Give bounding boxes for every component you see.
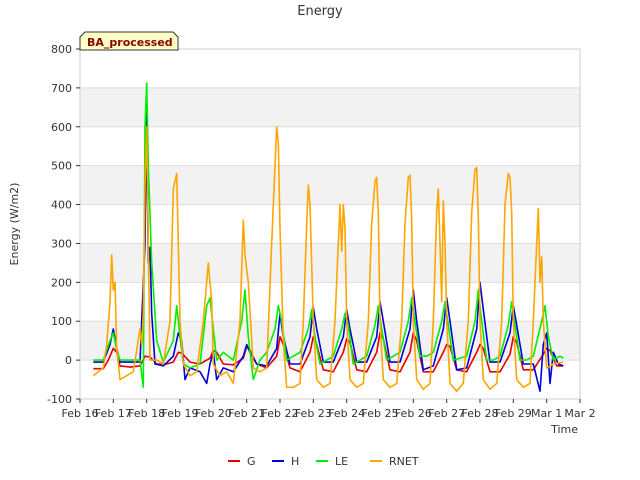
badge: BA_processed bbox=[79, 31, 179, 51]
plot-band bbox=[80, 49, 580, 88]
plot-band bbox=[80, 321, 580, 361]
plot-background bbox=[80, 49, 580, 399]
x-tick-label: Feb 20 bbox=[195, 407, 232, 420]
plot-band bbox=[80, 165, 580, 205]
plot-band bbox=[80, 282, 580, 322]
x-tick-label: Feb 28 bbox=[462, 407, 499, 420]
y-tick-label: 600 bbox=[51, 121, 72, 134]
y-tick-label: 300 bbox=[51, 237, 72, 250]
y-tick-label: 800 bbox=[51, 43, 72, 56]
x-tick-label: Feb 27 bbox=[428, 407, 465, 420]
y-tick-label: 400 bbox=[51, 199, 72, 212]
x-tick-label: Feb 18 bbox=[128, 407, 165, 420]
y-tick-label: 100 bbox=[51, 315, 72, 328]
x-tick-label: Feb 26 bbox=[395, 407, 432, 420]
y-axis-ticks: -100 0 100 200 300 400 500 600 700 800 bbox=[47, 43, 80, 406]
x-tick-label: Feb 23 bbox=[295, 407, 332, 420]
legend: G H LE RNET bbox=[228, 455, 419, 468]
x-tick-label: Feb 16 bbox=[62, 407, 99, 420]
plot-band bbox=[80, 204, 580, 244]
y-tick-label: 0 bbox=[65, 354, 72, 367]
series-line-g bbox=[93, 332, 564, 373]
series-line-rnet bbox=[92, 126, 564, 392]
series-line-le bbox=[93, 82, 564, 389]
y-tick-label: 500 bbox=[51, 160, 72, 173]
x-axis-title: Time bbox=[550, 423, 578, 436]
legend-label-le: LE bbox=[335, 455, 348, 468]
x-tick-label: Feb 24 bbox=[328, 407, 365, 420]
badge-shape bbox=[79, 31, 179, 51]
y-tick-label: -100 bbox=[47, 393, 72, 406]
legend-label-h: H bbox=[291, 455, 299, 468]
y-tick-label: 200 bbox=[51, 276, 72, 289]
badge-label: BA_processed bbox=[87, 36, 173, 49]
legend-label-g: G bbox=[247, 455, 256, 468]
plot-frame bbox=[79, 48, 581, 400]
x-tick-label: Feb 19 bbox=[162, 407, 199, 420]
y-axis-title: Energy (W/m2) bbox=[8, 183, 21, 266]
y-tick-label: 700 bbox=[51, 82, 72, 95]
x-tick-label: Feb 22 bbox=[262, 407, 299, 420]
x-tick-label: Feb 21 bbox=[228, 407, 265, 420]
chart-title: Energy bbox=[297, 4, 343, 19]
x-tick-label: Feb 17 bbox=[95, 407, 132, 420]
x-tick-label: Mar 1 bbox=[531, 407, 562, 420]
plot-band bbox=[80, 126, 580, 166]
x-tick-label: Feb 29 bbox=[495, 407, 532, 420]
x-tick-label: Mar 2 bbox=[564, 407, 595, 420]
plot-band bbox=[80, 243, 580, 283]
series-line-h bbox=[93, 108, 564, 392]
plot-band bbox=[80, 87, 580, 127]
legend-label-rnet: RNET bbox=[389, 455, 419, 468]
x-tick-label: Feb 25 bbox=[362, 407, 399, 420]
series-layer bbox=[92, 82, 564, 392]
